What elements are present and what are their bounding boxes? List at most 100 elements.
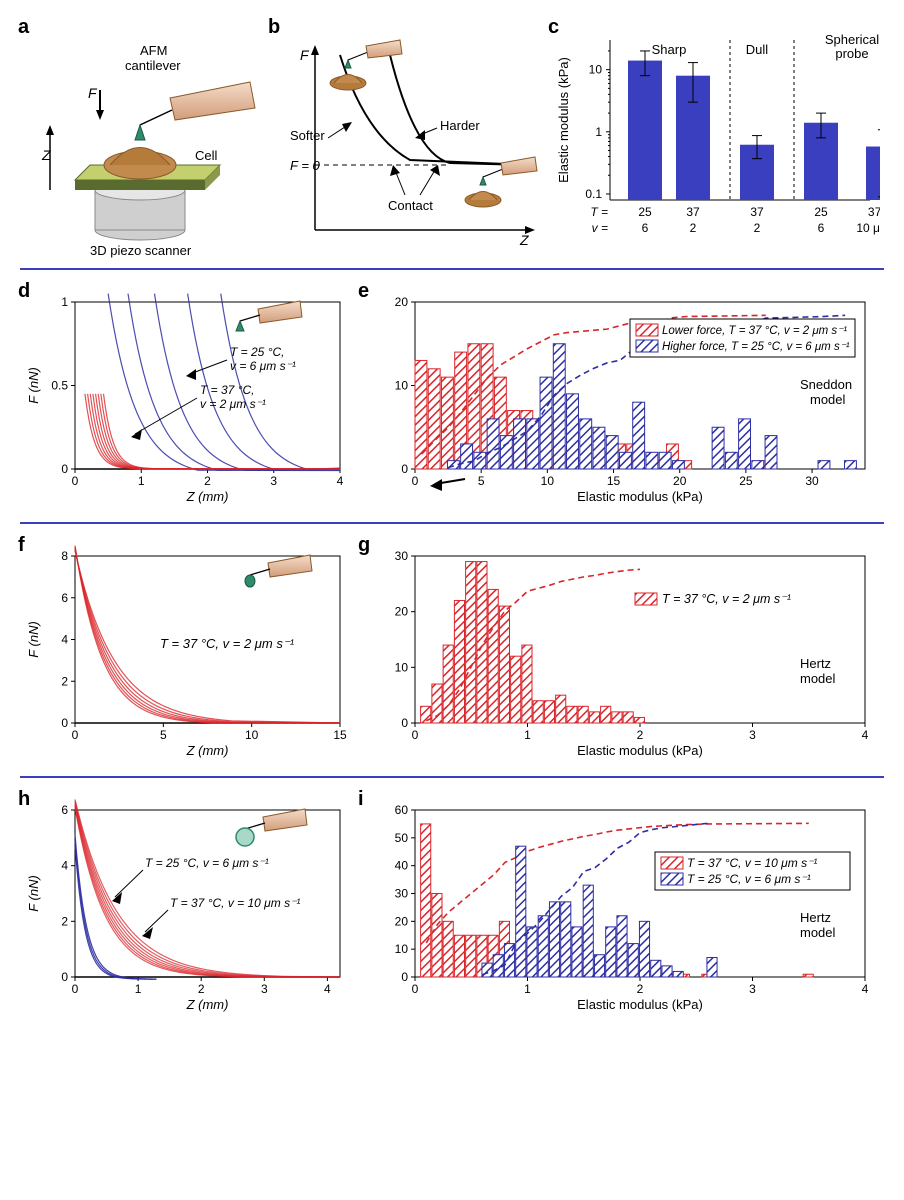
svg-text:1: 1: [61, 295, 68, 309]
svg-text:Z (mm): Z (mm): [186, 743, 229, 758]
svg-text:model: model: [810, 392, 846, 407]
svg-text:v =: v =: [592, 221, 608, 235]
svg-text:10: 10: [541, 474, 555, 488]
row-hi: h 012340246Z (mm)F (nN)T = 25 °C, v = 6 …: [20, 792, 884, 1022]
svg-text:37 °C: 37 °C: [868, 205, 880, 219]
f-label: F: [88, 85, 98, 101]
svg-text:probe: probe: [835, 46, 868, 61]
row-de: d 0123400.51Z (mm)F (nN)T = 25 °C,v = 6 …: [20, 284, 884, 514]
svg-text:20: 20: [395, 605, 409, 619]
svg-text:2: 2: [637, 728, 644, 742]
svg-text:2: 2: [690, 221, 697, 235]
cell-label: Cell: [195, 148, 218, 163]
svg-text:T =: T =: [590, 205, 608, 219]
svg-text:Contact: Contact: [388, 198, 433, 213]
svg-text:30: 30: [395, 887, 409, 901]
svg-text:Hertz: Hertz: [800, 910, 831, 925]
svg-text:10: 10: [395, 660, 409, 674]
svg-text:2: 2: [61, 914, 68, 928]
svg-text:4: 4: [61, 859, 68, 873]
svg-text:Z: Z: [519, 232, 529, 248]
row-fg: f 05101502468Z (mm)F (nN)T = 37 °C, v = …: [20, 538, 884, 768]
svg-text:1: 1: [595, 125, 602, 139]
row-abc: a Z: [20, 20, 884, 260]
svg-text:Elastic modulus (kPa): Elastic modulus (kPa): [556, 57, 571, 183]
divider-2: [20, 522, 884, 524]
figure-root: a Z: [20, 20, 884, 1022]
svg-text:2: 2: [754, 221, 761, 235]
svg-text:0.5: 0.5: [51, 379, 68, 393]
svg-text:cantilever: cantilever: [125, 58, 181, 73]
svg-text:0: 0: [401, 462, 408, 476]
z-axis-label: Z: [41, 147, 51, 163]
svg-text:v = 6 μm s⁻¹: v = 6 μm s⁻¹: [230, 359, 296, 373]
svg-text:15: 15: [607, 474, 621, 488]
svg-text:0: 0: [72, 982, 79, 996]
svg-text:T = 25 °C, v = 6 μm s⁻¹: T = 25 °C, v = 6 μm s⁻¹: [145, 856, 269, 870]
svg-text:T = 37 °C,: T = 37 °C,: [200, 383, 255, 397]
svg-text:2: 2: [61, 674, 68, 688]
svg-text:6: 6: [61, 591, 68, 605]
panel-e-chart: 05101520253001020Elastic modulus (kPa)Lo…: [360, 284, 880, 514]
svg-text:0: 0: [61, 462, 68, 476]
svg-text:F (nN): F (nN): [26, 621, 41, 658]
svg-text:20: 20: [395, 295, 409, 309]
svg-text:37: 37: [750, 205, 764, 219]
svg-text:Hertz: Hertz: [800, 656, 831, 671]
svg-text:Z (mm): Z (mm): [186, 997, 229, 1012]
panel-b: b F Z F = 0 Softer Harder Contact: [270, 20, 550, 260]
svg-text:37: 37: [686, 205, 700, 219]
svg-text:0: 0: [401, 716, 408, 730]
svg-text:10: 10: [395, 379, 409, 393]
panel-f-chart: 05101502468Z (mm)F (nN)T = 37 °C, v = 2 …: [20, 538, 360, 768]
svg-text:0: 0: [72, 728, 79, 742]
panel-h-chart: 012340246Z (mm)F (nN)T = 25 °C, v = 6 μm…: [20, 792, 360, 1022]
svg-text:Z (mm): Z (mm): [186, 489, 229, 504]
svg-text:Harder: Harder: [440, 118, 480, 133]
svg-text:0: 0: [401, 970, 408, 984]
svg-text:T = 37 °C, v = 2 μm s⁻¹: T = 37 °C, v = 2 μm s⁻¹: [662, 592, 791, 606]
svg-text:40: 40: [395, 859, 409, 873]
svg-text:T = 37 °C, v = 10 μm s⁻¹: T = 37 °C, v = 10 μm s⁻¹: [170, 896, 300, 910]
panel-g-chart: 012340102030Elastic modulus (kPa)T = 37 …: [360, 538, 880, 768]
svg-text:4: 4: [324, 982, 331, 996]
svg-text:60: 60: [395, 803, 409, 817]
svg-text:F: F: [300, 47, 310, 63]
svg-text:v = 2 μm s⁻¹: v = 2 μm s⁻¹: [200, 397, 266, 411]
svg-text:4: 4: [61, 633, 68, 647]
panel-e: e 05101520253001020Elastic modulus (kPa)…: [360, 284, 880, 514]
svg-text:0: 0: [412, 982, 419, 996]
svg-text:3: 3: [749, 982, 756, 996]
panel-c: c 0.1110Elastic modulus (kPa)SharpDullSp…: [550, 20, 880, 260]
svg-text:Elastic modulus (kPa): Elastic modulus (kPa): [577, 489, 703, 504]
svg-text:1: 1: [524, 982, 531, 996]
svg-text:10: 10: [395, 942, 409, 956]
svg-text:Elastic modulus (kPa): Elastic modulus (kPa): [577, 997, 703, 1012]
svg-text:Spherical: Spherical: [825, 32, 879, 47]
panel-b-chart: F Z F = 0 Softer Harder Contact: [270, 20, 550, 260]
svg-text:4: 4: [862, 728, 869, 742]
panel-d-chart: 0123400.51Z (mm)F (nN)T = 25 °C,v = 6 μm…: [20, 284, 360, 514]
panel-c-label: c: [548, 16, 559, 39]
svg-text:T = 25 °C, v = 6 μm s⁻¹: T = 25 °C, v = 6 μm s⁻¹: [687, 872, 811, 886]
svg-text:Lower force, T = 37 °C, v = 2: Lower force, T = 37 °C, v = 2 μm s⁻¹: [662, 325, 847, 337]
panel-d: d 0123400.51Z (mm)F (nN)T = 25 °C,v = 6 …: [20, 284, 360, 514]
svg-text:6: 6: [642, 221, 649, 235]
panel-a-diagram: Z F AFM: [20, 20, 270, 260]
svg-text:Dull: Dull: [746, 42, 769, 57]
panel-i-chart: 012340102030405060Elastic modulus (kPa)T…: [360, 792, 880, 1022]
svg-text:1: 1: [524, 728, 531, 742]
svg-text:30: 30: [395, 549, 409, 563]
svg-text:F = 0: F = 0: [290, 158, 321, 173]
svg-text:F (nN): F (nN): [26, 367, 41, 404]
svg-text:Sneddon: Sneddon: [800, 377, 852, 392]
svg-text:T = 37 °C, v = 2 μm s⁻¹: T = 37 °C, v = 2 μm s⁻¹: [160, 636, 295, 651]
svg-text:6: 6: [61, 803, 68, 817]
svg-text:6: 6: [818, 221, 825, 235]
svg-text:Softer: Softer: [290, 128, 325, 143]
svg-text:F (nN): F (nN): [26, 875, 41, 912]
svg-text:0: 0: [61, 970, 68, 984]
svg-text:5: 5: [160, 728, 167, 742]
svg-text:15: 15: [333, 728, 347, 742]
divider-3: [20, 776, 884, 778]
